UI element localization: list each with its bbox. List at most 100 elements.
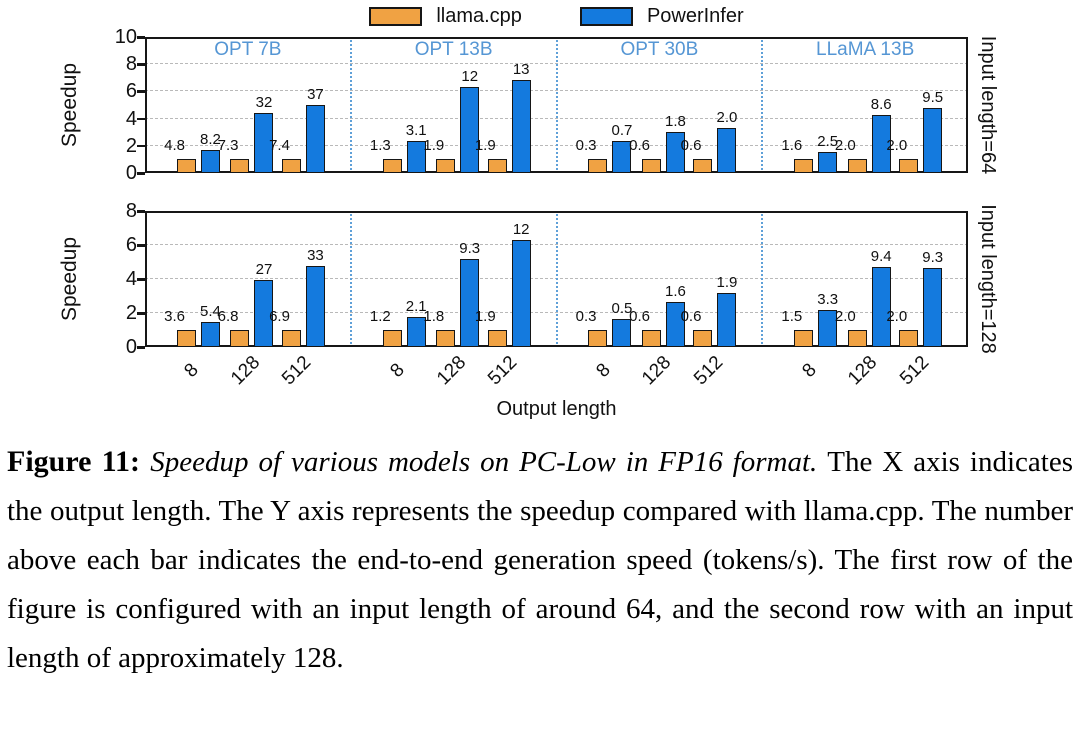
powerinfer-tokens-label: 32 [255,94,273,112]
bar-llama-cpp [794,330,814,347]
bar-llama-cpp [693,159,713,173]
panel-separator [555,40,558,170]
bar-llama-cpp [487,159,507,173]
x-tick-label: 512 [278,352,316,390]
bar-llama-cpp [487,330,507,347]
bar-powerinfer [871,267,891,347]
llama-tokens-label: 1.9 [474,308,496,325]
bar-powerinfer [460,259,480,347]
y-tick-mark [137,210,145,213]
llama-tokens-label: 1.5 [781,308,803,325]
bar-llama-cpp [230,330,250,347]
y-tick-mark [137,36,145,39]
y-tick-mark [137,172,145,175]
bar-powerinfer [665,301,685,347]
powerinfer-tokens-label: 12 [461,68,479,86]
bar-powerinfer [406,140,426,173]
y-tick-label: 6 [125,234,137,256]
panel-title: OPT 30B [620,39,699,60]
llama-tokens-label: 2.0 [834,137,856,155]
bar-llama-cpp [899,159,919,173]
powerinfer-swatch-icon [579,6,633,26]
bar-llama-cpp [382,330,402,347]
x-tick-label: 128 [432,352,471,390]
bar-powerinfer [717,127,737,173]
figure-caption: Figure 11: Speedup of various models on … [7,437,1073,683]
llama-tokens-label: 1.9 [474,137,496,155]
bar-llama-cpp [641,330,661,347]
y-tick-mark [137,144,145,148]
bar-llama-cpp [847,159,867,173]
powerinfer-tokens-label: 9.3 [922,248,944,266]
llama-tokens-label: 0.6 [680,137,702,155]
x-tick-label: 8 [180,359,204,382]
y-tick-label: 10 [114,26,137,48]
y-tick-label: 0 [125,162,137,184]
bar-powerinfer [200,321,220,347]
bar-llama-cpp [794,159,814,173]
bar-powerinfer [717,293,737,347]
powerinfer-tokens-label: 8.6 [870,95,892,113]
bar-llama-cpp [436,330,456,347]
panel-separator [761,40,764,170]
plot-frame [145,37,968,173]
bar-llama-cpp [176,159,196,173]
x-tick-label: 128 [226,352,265,390]
llama-tokens-label: 0.3 [575,308,597,325]
bar-powerinfer [254,279,274,347]
x-tick-label: 512 [689,352,728,390]
bar-llama-cpp [641,159,661,173]
llama-tokens-label: 7.4 [269,137,290,155]
y-axis-label: Speedup [58,236,81,322]
bar-powerinfer [665,132,685,173]
bar-powerinfer [460,87,480,173]
y-tick-label: 4 [125,268,137,290]
llama-tokens-label: 2.0 [886,308,908,325]
y-tick-label: 4 [125,107,137,130]
powerinfer-tokens-label: 0.5 [611,299,633,317]
bar-llama-cpp [899,330,919,347]
bar-powerinfer [871,114,891,173]
powerinfer-tokens-label: 9.3 [459,240,481,258]
llama-tokens-label: 7.3 [217,137,239,155]
llama-tokens-label: 3.6 [164,308,185,325]
powerinfer-tokens-label: 1.8 [665,113,686,131]
x-tick-label: 128 [844,352,882,390]
chart-legend: llama.cpp PowerInfer [145,3,968,29]
bar-llama-cpp [281,330,301,347]
powerinfer-tokens-label: 0.7 [611,122,633,140]
panel-separator [555,214,558,344]
bar-llama-cpp [693,330,713,347]
bar-llama-cpp [847,330,867,347]
bar-powerinfer [612,141,632,173]
bar-powerinfer [200,149,220,173]
x-tick-label: 8 [592,359,615,382]
legend-label-llama-cpp: llama.cpp [436,5,522,27]
powerinfer-tokens-label: 2.1 [405,298,427,316]
row-label: Input length=64 [977,35,999,175]
powerinfer-tokens-label: 1.9 [716,274,738,292]
x-tick-label: 512 [895,352,933,390]
bar-llama-cpp [588,330,608,347]
bar-powerinfer [511,79,531,173]
bar-powerinfer [923,108,943,173]
figure-caption-body: The X axis indicates the output length. … [7,446,1073,674]
figure-caption-italic: Speedup of various models on PC-Low in F… [150,446,828,478]
bar-powerinfer [612,318,632,347]
llama-tokens-label: 0.6 [629,137,650,155]
bar-powerinfer [406,317,426,347]
panel-title: OPT 7B [214,39,282,60]
x-axis-title: Output length [496,398,617,420]
powerinfer-tokens-label: 13 [512,60,530,78]
y-tick-mark [137,244,145,247]
powerinfer-tokens-label: 3.1 [405,121,427,139]
panel-separator [349,214,352,344]
x-tick-label: 8 [386,359,410,382]
legend-item-powerinfer: PowerInfer [579,6,744,26]
llama-tokens-label: 6.9 [269,308,290,325]
panel-separator [349,40,352,170]
y-tick-label: 2 [125,302,137,324]
llama-tokens-label: 0.3 [575,137,597,155]
powerinfer-tokens-label: 2.0 [716,108,738,126]
y-tick-label: 2 [125,134,137,157]
